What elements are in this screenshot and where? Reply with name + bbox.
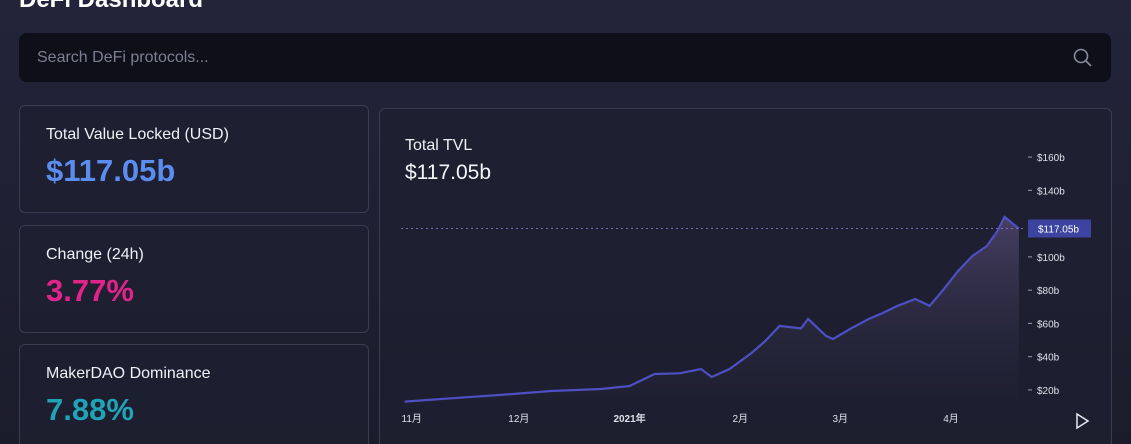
search-bar[interactable]: Search DeFi protocols... xyxy=(19,33,1111,82)
x-tick-label: 12月 xyxy=(508,413,529,425)
x-tick-label: 2月 xyxy=(733,413,749,425)
stat-value: $117.05b xyxy=(46,153,176,188)
stat-card: Change (24h) 3.77% xyxy=(19,225,369,333)
stat-value: 3.77% xyxy=(46,273,134,308)
y-tick-label: $140b xyxy=(1037,186,1065,197)
y-tick-label: $20b xyxy=(1037,386,1060,397)
y-tick-label: $80b xyxy=(1037,286,1060,297)
y-tick-label: $100b xyxy=(1037,253,1065,264)
stat-label: MakerDAO Dominance xyxy=(46,365,211,382)
y-tick-label: $60b xyxy=(1037,319,1060,330)
x-tick-label: 11月 xyxy=(402,413,422,425)
chart-panel: Total TVL $117.05b $20b $40b $60b $80b $100b… xyxy=(379,108,1112,444)
y-tick-label: $160b xyxy=(1037,153,1065,164)
current-value-box xyxy=(1028,219,1091,238)
chart-subtitle: $117.05b xyxy=(405,161,491,184)
stat-card: MakerDAO Dominance 7.88% xyxy=(19,344,369,444)
stat-card: Total Value Locked (USD) $117.05b xyxy=(19,105,369,213)
area xyxy=(404,216,1019,402)
stat-label: Change (24h) xyxy=(46,246,144,263)
search-placeholder: Search DeFi protocols... xyxy=(37,49,209,66)
line xyxy=(404,215,1020,403)
y-tick-label: $40b xyxy=(1037,353,1060,364)
x-tick-label: 3月 xyxy=(833,413,849,425)
search-icon[interactable] xyxy=(1073,48,1093,68)
stat-label: Total Value Locked (USD) xyxy=(46,126,229,143)
chart-title: Total TVL xyxy=(405,137,472,154)
page-title: DeFi Dashboard xyxy=(19,0,203,14)
x-tick-label: 2021年 xyxy=(613,412,645,425)
stat-value: 7.88% xyxy=(46,392,134,427)
current-value-label: $117.05b xyxy=(1038,225,1079,236)
play-button[interactable] xyxy=(1076,412,1090,430)
x-tick-label: 4月 xyxy=(943,413,959,425)
chart: Total TVL $117.05b $20b $40b $60b $80b $100b… xyxy=(401,137,1091,430)
